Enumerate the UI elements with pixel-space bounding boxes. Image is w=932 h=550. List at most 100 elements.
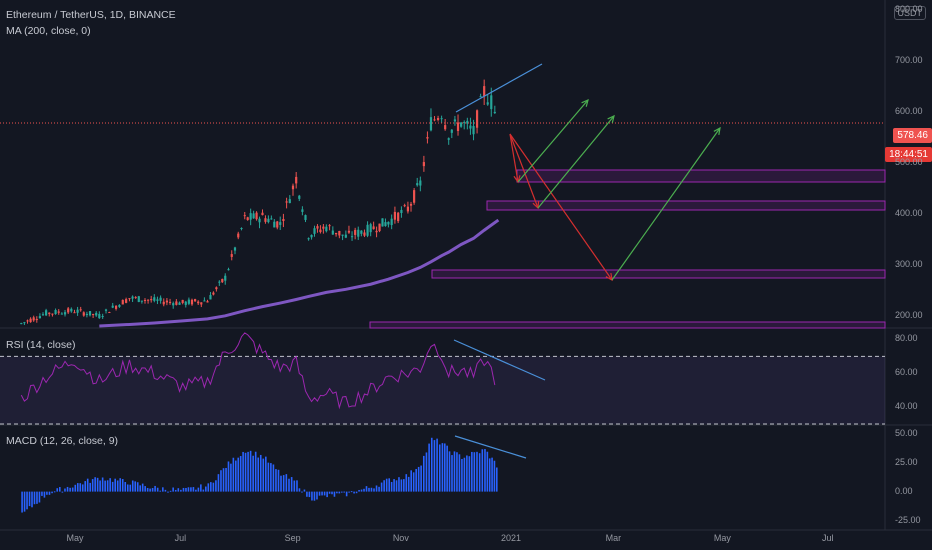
candle-body — [118, 304, 121, 307]
macd-bar — [443, 443, 446, 492]
candle-body — [73, 312, 76, 314]
candle-body — [190, 299, 194, 305]
candle-body — [249, 213, 252, 220]
rsi-tick-label: 60.00 — [895, 367, 918, 378]
rsi-band-fill — [0, 356, 885, 424]
candle-body — [26, 320, 29, 322]
candle-body — [165, 300, 169, 303]
macd-bar — [187, 487, 190, 492]
macd-bar — [331, 491, 333, 495]
macd-bar — [56, 488, 59, 492]
macd-bar — [296, 480, 298, 492]
macd-bar — [220, 470, 222, 492]
candle-body — [288, 199, 291, 203]
macd-bar — [232, 457, 235, 492]
macd-bar — [217, 474, 220, 492]
candle-body — [366, 224, 369, 236]
candle-body — [70, 308, 73, 312]
candle-body — [104, 309, 108, 311]
macd-tick-label: 25.00 — [895, 456, 918, 467]
macd-bar — [318, 491, 321, 496]
candle-body — [453, 119, 457, 122]
macd-bar — [285, 474, 288, 492]
macd-bar — [453, 451, 456, 492]
macd-bar — [46, 491, 48, 495]
macd-bar — [252, 455, 254, 492]
macd-bar — [373, 488, 375, 492]
candle-body — [76, 309, 79, 313]
candle-body — [111, 305, 114, 308]
rsi-tick-label: 40.00 — [895, 401, 918, 412]
macd-bar — [26, 491, 28, 510]
macd-bar — [355, 491, 358, 494]
macd-bar — [242, 451, 244, 492]
currency-badge[interactable]: USDT — [893, 6, 926, 20]
macd-bar — [338, 491, 341, 494]
macd-tick-label: -25.00 — [895, 514, 921, 525]
candle-body — [125, 299, 128, 303]
macd-bar — [348, 491, 350, 493]
price-tick-label: 200.00 — [895, 309, 923, 320]
time-tick-label: May — [66, 533, 84, 543]
symbol-title: Ethereum / TetherUS, 1D, BINANCE — [6, 9, 176, 21]
macd-bar — [254, 451, 257, 492]
candle-body — [393, 211, 397, 220]
macd-bar — [28, 491, 31, 507]
candle-body — [159, 297, 162, 301]
candle-body — [331, 230, 334, 235]
macd-bar — [405, 474, 408, 492]
candle-body — [181, 299, 184, 303]
candle-body — [218, 281, 221, 283]
macd-bar — [116, 480, 119, 492]
candle-body — [291, 185, 295, 190]
macd-bar — [38, 491, 41, 503]
macd-bar — [114, 478, 116, 492]
candle-body — [121, 299, 124, 305]
rsi-line — [20, 332, 496, 410]
macd-bar — [53, 491, 56, 493]
macd-bar — [293, 480, 296, 492]
candle-body — [322, 226, 325, 229]
candle-body — [363, 232, 366, 236]
candle-body — [60, 313, 63, 315]
macd-bar — [360, 489, 363, 492]
macd-bar — [395, 480, 398, 492]
price-tick-label: 400.00 — [895, 207, 923, 218]
macd-bar — [144, 486, 146, 492]
macd-bar — [375, 485, 378, 492]
macd-bar — [84, 481, 87, 492]
macd-bar — [156, 487, 159, 492]
macd-bar — [393, 479, 395, 492]
candle-body — [440, 118, 443, 120]
candle-body — [209, 295, 212, 300]
candle-body — [140, 300, 143, 302]
macd-bar — [167, 491, 169, 493]
candle-body — [57, 311, 60, 313]
candle-body — [466, 120, 469, 124]
macd-bar — [461, 458, 463, 492]
red-arrow — [509, 133, 613, 281]
candle-body — [456, 122, 460, 132]
macd-bar — [91, 479, 94, 492]
time-tick-label: Sep — [284, 533, 301, 543]
candle-body — [193, 299, 197, 302]
macd-bar — [282, 475, 285, 492]
macd-bar — [136, 482, 139, 492]
candle-body — [267, 218, 270, 223]
macd-bar — [407, 476, 410, 492]
time-tick-label: Mar — [605, 533, 622, 543]
candle-body — [406, 206, 410, 212]
candle-body — [483, 86, 486, 97]
macd-bar — [212, 482, 215, 492]
ma-legend: MA (200, close, 0) — [6, 25, 91, 37]
candle-body — [215, 287, 218, 290]
current-price-tag: 578.46 — [893, 128, 932, 143]
macd-bar — [388, 478, 391, 492]
macd-bar — [104, 480, 106, 492]
demand-zone — [516, 169, 886, 183]
macd-bar — [328, 491, 331, 494]
macd-bar — [237, 457, 240, 492]
candle-body — [426, 137, 429, 139]
macd-bar — [380, 482, 383, 492]
macd-bar — [267, 462, 270, 492]
